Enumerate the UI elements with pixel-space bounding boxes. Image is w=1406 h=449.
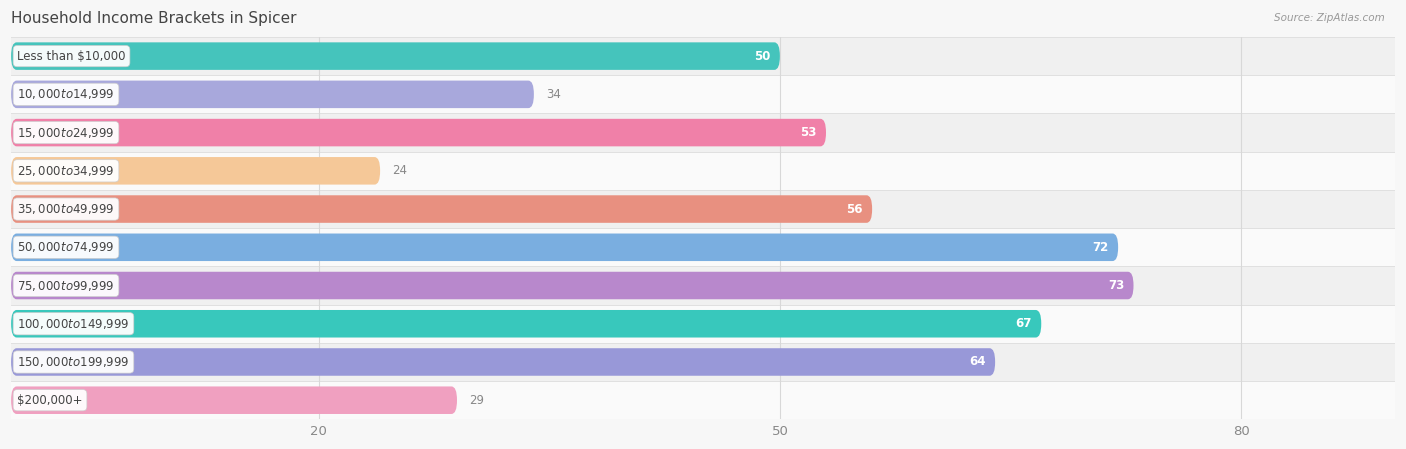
Bar bbox=[11, 75, 1395, 114]
Text: Less than $10,000: Less than $10,000 bbox=[17, 50, 125, 62]
Bar bbox=[11, 343, 1395, 381]
Text: $50,000 to $74,999: $50,000 to $74,999 bbox=[17, 240, 115, 254]
Text: 53: 53 bbox=[800, 126, 817, 139]
Bar bbox=[11, 37, 1395, 75]
FancyBboxPatch shape bbox=[11, 195, 872, 223]
FancyBboxPatch shape bbox=[11, 119, 825, 146]
FancyBboxPatch shape bbox=[11, 348, 995, 376]
Text: $15,000 to $24,999: $15,000 to $24,999 bbox=[17, 126, 115, 140]
Text: $75,000 to $99,999: $75,000 to $99,999 bbox=[17, 278, 115, 292]
FancyBboxPatch shape bbox=[11, 157, 380, 185]
Text: $10,000 to $14,999: $10,000 to $14,999 bbox=[17, 88, 115, 101]
Text: 50: 50 bbox=[754, 50, 770, 62]
FancyBboxPatch shape bbox=[11, 80, 534, 108]
FancyBboxPatch shape bbox=[11, 387, 457, 414]
FancyBboxPatch shape bbox=[11, 233, 1118, 261]
Text: 73: 73 bbox=[1108, 279, 1125, 292]
Text: 56: 56 bbox=[846, 202, 863, 216]
Text: 67: 67 bbox=[1015, 317, 1032, 330]
Bar bbox=[11, 190, 1395, 228]
FancyBboxPatch shape bbox=[11, 42, 780, 70]
Bar bbox=[11, 152, 1395, 190]
Text: $150,000 to $199,999: $150,000 to $199,999 bbox=[17, 355, 129, 369]
FancyBboxPatch shape bbox=[11, 310, 1042, 338]
Bar bbox=[11, 266, 1395, 304]
FancyBboxPatch shape bbox=[11, 272, 1133, 299]
Text: $35,000 to $49,999: $35,000 to $49,999 bbox=[17, 202, 115, 216]
Bar bbox=[11, 114, 1395, 152]
Bar bbox=[11, 228, 1395, 266]
Text: 72: 72 bbox=[1092, 241, 1109, 254]
Text: $25,000 to $34,999: $25,000 to $34,999 bbox=[17, 164, 115, 178]
Text: $200,000+: $200,000+ bbox=[17, 394, 83, 407]
Text: 29: 29 bbox=[470, 394, 484, 407]
Text: $100,000 to $149,999: $100,000 to $149,999 bbox=[17, 317, 129, 331]
Text: Source: ZipAtlas.com: Source: ZipAtlas.com bbox=[1274, 13, 1385, 23]
Bar bbox=[11, 304, 1395, 343]
Text: 24: 24 bbox=[392, 164, 408, 177]
Bar bbox=[11, 381, 1395, 419]
Text: 34: 34 bbox=[546, 88, 561, 101]
Text: Household Income Brackets in Spicer: Household Income Brackets in Spicer bbox=[11, 11, 297, 26]
Text: 64: 64 bbox=[969, 356, 986, 369]
